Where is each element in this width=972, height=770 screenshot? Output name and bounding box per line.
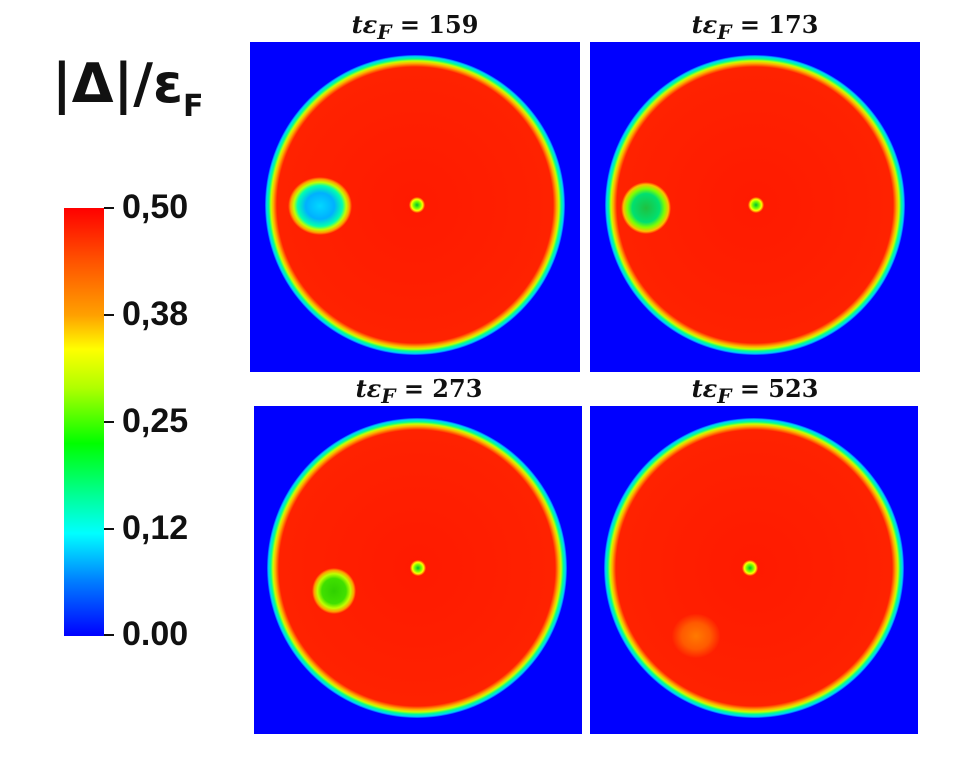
panel-title-1: tεF = 159 (351, 10, 479, 44)
central-vortex (748, 197, 764, 213)
panel-title-4: tεF = 523 (691, 374, 819, 408)
colorbar-tick-label: 0,50 (122, 188, 189, 226)
central-vortex (742, 560, 758, 576)
colorbar-tick (104, 634, 114, 636)
colorbar-title: |Δ|/εF (52, 52, 204, 124)
colorbar-tick (104, 207, 114, 209)
central-vortex (409, 197, 425, 213)
vortex-defect (621, 182, 671, 234)
panel-title-3: tεF = 273 (355, 374, 483, 408)
colorbar-tick (104, 421, 114, 423)
vortex-defect (288, 177, 352, 235)
density-panel-3 (254, 406, 582, 734)
colorbar-tick (104, 528, 114, 530)
density-panel-2 (590, 42, 920, 372)
colorbar-tick (104, 314, 114, 316)
colorbar-tick-label: 0.00 (122, 615, 189, 653)
panel-title-2: tεF = 173 (691, 10, 819, 44)
colorbar-tick-label: 0,12 (122, 509, 189, 547)
central-vortex (410, 560, 426, 576)
density-panel-4 (590, 406, 918, 734)
vortex-defect (312, 568, 356, 614)
colorbar-tick-label: 0,25 (122, 402, 189, 440)
vortex-defect (672, 614, 720, 658)
colorbar-tick-label: 0,38 (122, 295, 189, 333)
colorbar (64, 208, 104, 636)
density-panel-1 (250, 42, 580, 372)
